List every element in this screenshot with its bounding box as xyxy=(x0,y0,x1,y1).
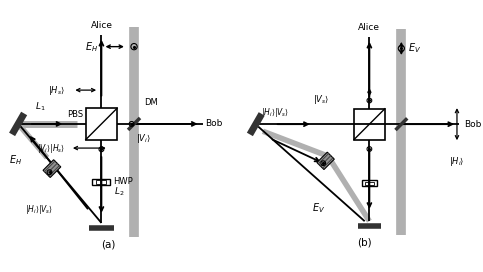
Text: $E_V$: $E_V$ xyxy=(312,201,325,215)
Text: DM: DM xyxy=(144,98,157,107)
Bar xyxy=(92,178,111,185)
Text: PBS: PBS xyxy=(67,110,84,119)
Text: $L_2$: $L_2$ xyxy=(114,185,124,198)
Polygon shape xyxy=(43,160,61,178)
Text: Bob: Bob xyxy=(464,120,482,129)
Text: $E_H$: $E_H$ xyxy=(9,153,22,167)
Text: (b): (b) xyxy=(357,237,372,247)
Text: $|V_s\rangle$: $|V_s\rangle$ xyxy=(313,93,329,106)
Text: $E_V$: $E_V$ xyxy=(409,42,422,55)
Text: $|H_i\rangle|V_s\rangle$: $|H_i\rangle|V_s\rangle$ xyxy=(260,106,289,119)
Text: $L_1$: $L_1$ xyxy=(35,101,45,113)
Text: $|H_i\rangle|V_s\rangle$: $|H_i\rangle|V_s\rangle$ xyxy=(26,203,54,216)
Text: $E_H$: $E_H$ xyxy=(85,40,98,54)
Text: $|H_i\rangle$: $|H_i\rangle$ xyxy=(449,155,465,168)
Text: $|V_i\rangle|H_s\rangle$: $|V_i\rangle|H_s\rangle$ xyxy=(37,141,65,154)
Bar xyxy=(365,182,374,185)
Text: Alice: Alice xyxy=(358,23,381,32)
Bar xyxy=(97,180,106,184)
Text: Alice: Alice xyxy=(90,21,113,30)
Polygon shape xyxy=(317,152,334,169)
Bar xyxy=(362,180,377,186)
Text: Bob: Bob xyxy=(205,119,223,128)
Text: (a): (a) xyxy=(101,240,116,249)
Text: $|H_s\rangle$: $|H_s\rangle$ xyxy=(48,84,65,97)
Text: $|V_i\rangle$: $|V_i\rangle$ xyxy=(137,132,151,145)
Text: HWP: HWP xyxy=(114,177,133,186)
